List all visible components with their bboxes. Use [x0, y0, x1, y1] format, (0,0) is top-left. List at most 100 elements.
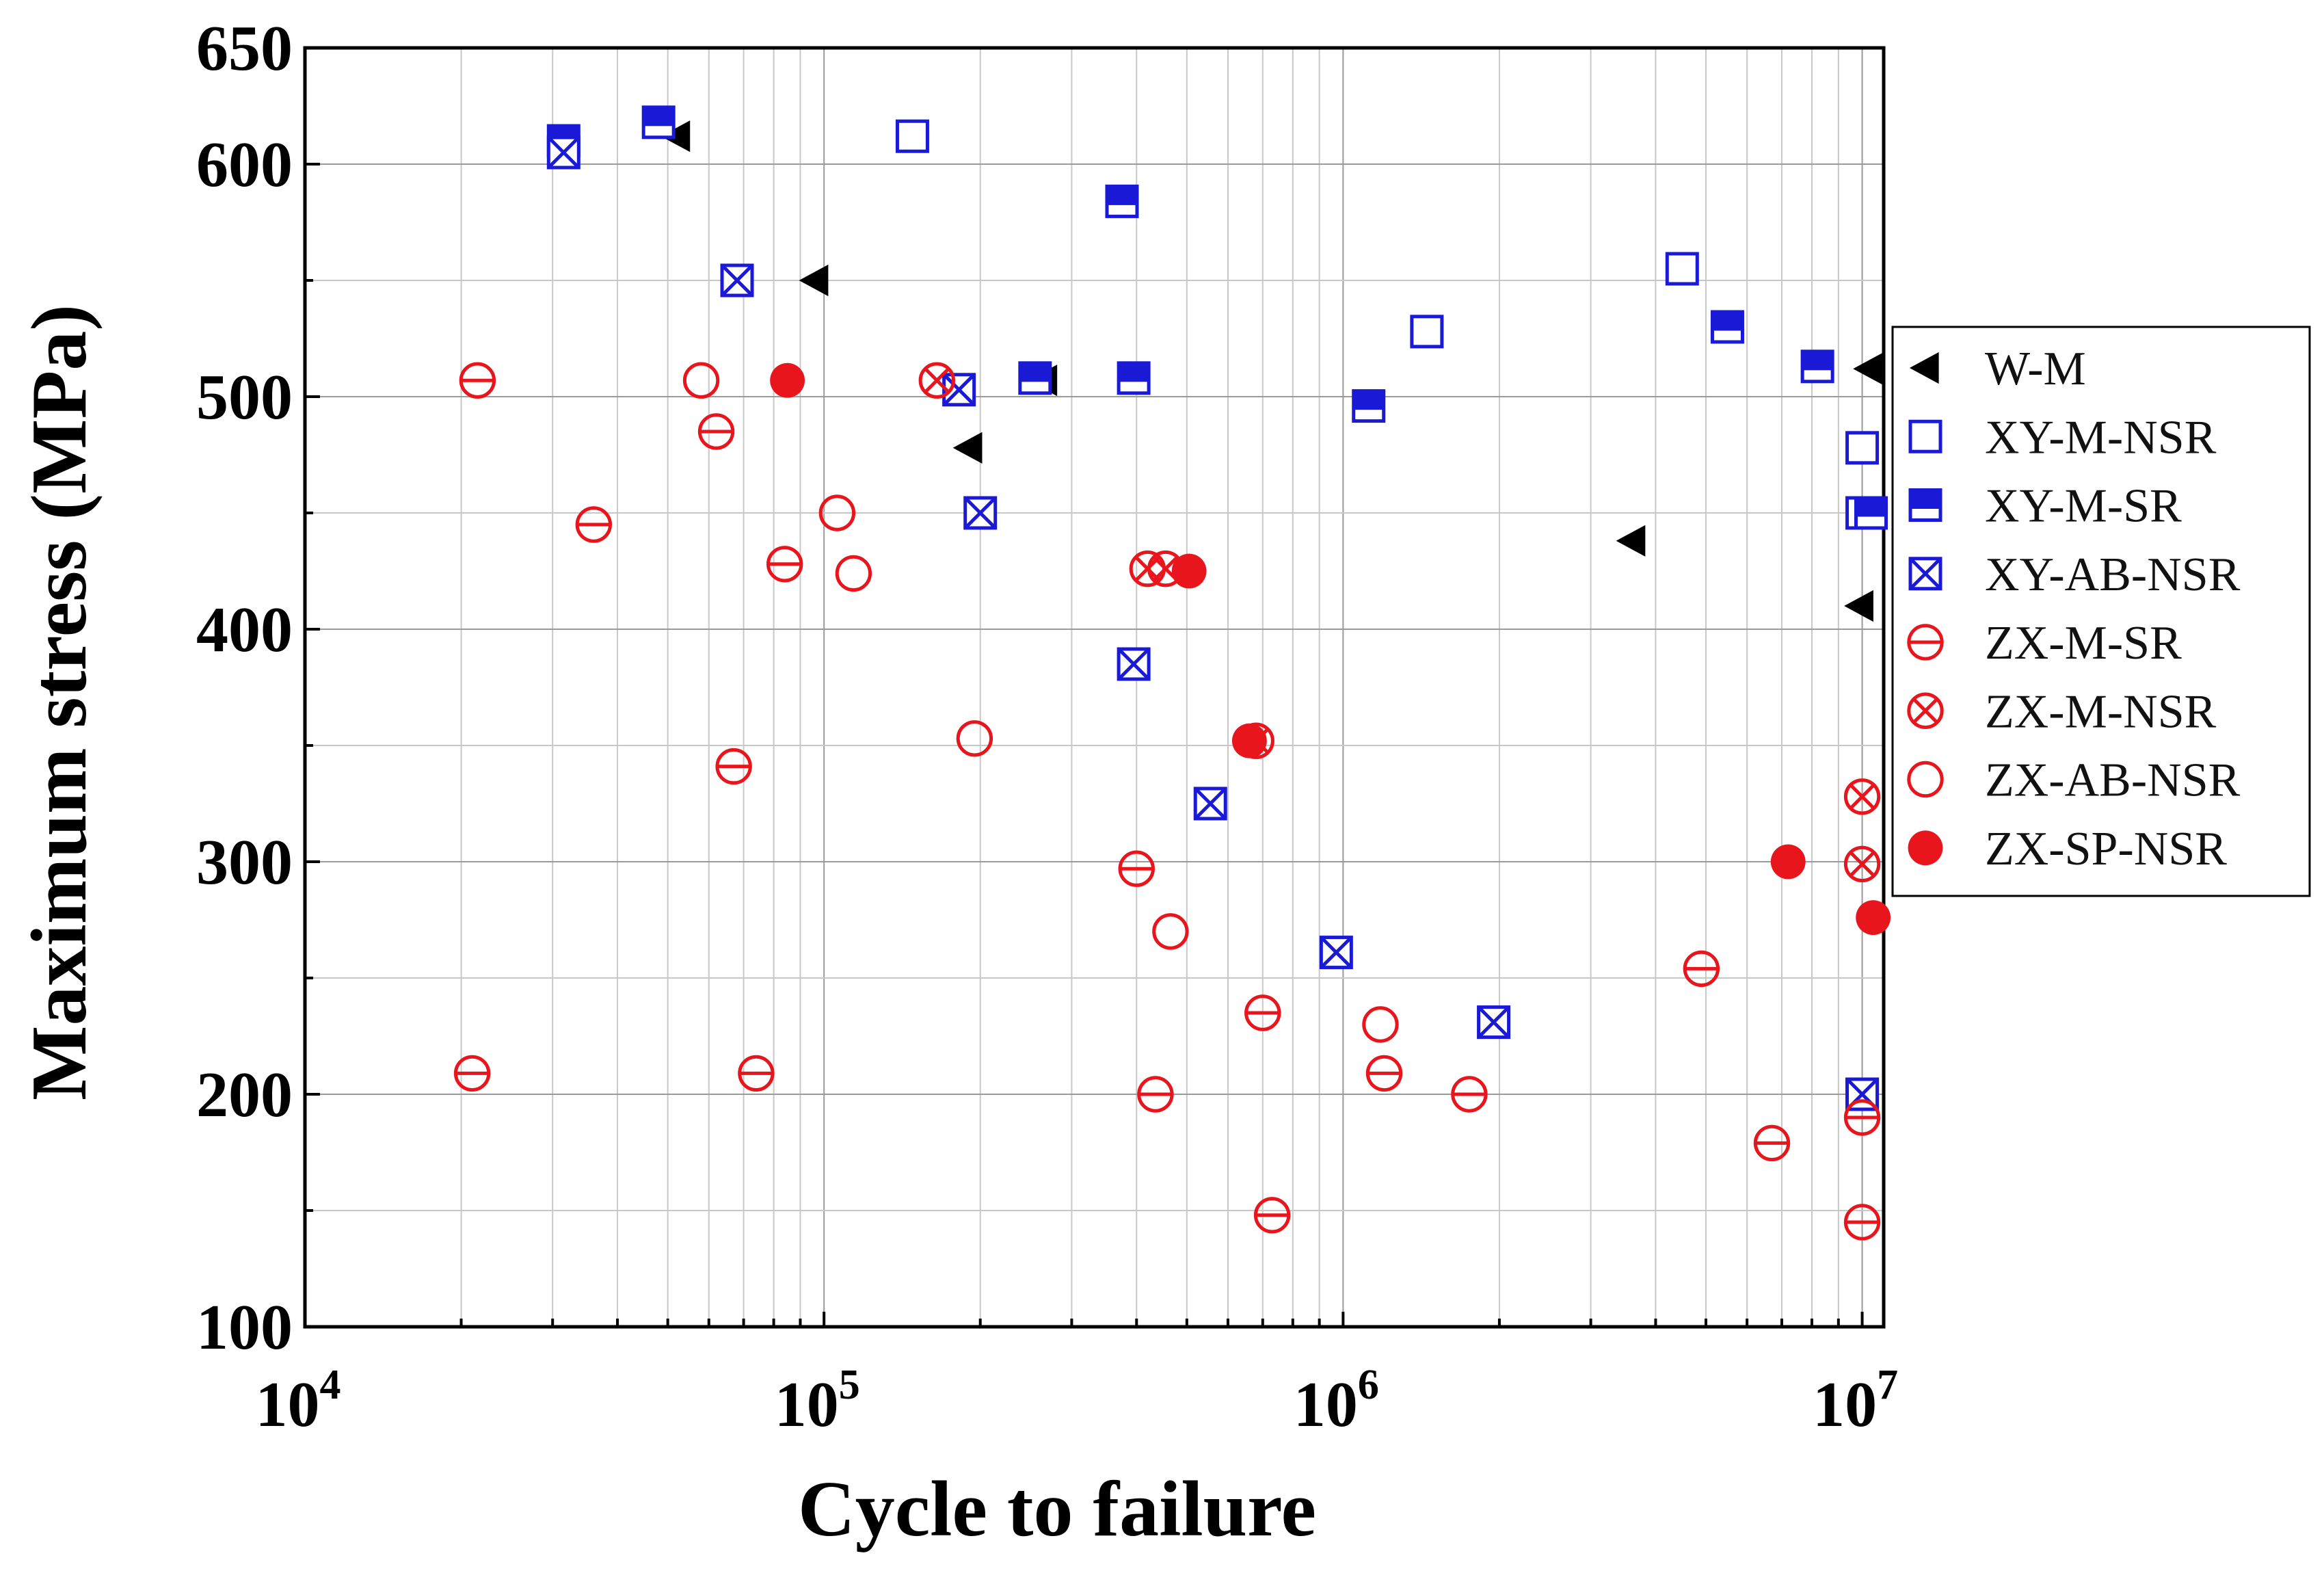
data-point: [766, 546, 803, 583]
data-point: [1844, 590, 1873, 622]
marker-fill: [1119, 362, 1149, 382]
y-tick-label: 650: [196, 13, 293, 84]
data-point: [1477, 1005, 1511, 1040]
x-tick-label-base: 10: [1294, 1369, 1358, 1440]
data-point: [956, 720, 993, 757]
marker-shape: [799, 264, 829, 297]
legend-item: XY-M-NSR: [1908, 411, 2217, 464]
marker-fill: [643, 107, 674, 127]
data-point: [1683, 950, 1720, 988]
data-point: [1117, 361, 1151, 395]
legend-item: XY-AB-NSR: [1908, 548, 2241, 601]
x-tick-label-base: 10: [775, 1369, 839, 1440]
marker-cross: [1849, 851, 1875, 877]
data-point: [952, 432, 983, 464]
data-point: [1231, 723, 1267, 758]
marker-shape: [1152, 913, 1189, 950]
legend-label: ZX-M-NSR: [1985, 685, 2217, 738]
data-point: [1800, 349, 1834, 384]
marker-shape: [1853, 353, 1882, 385]
x-tick-label: 106: [1294, 1362, 1379, 1440]
marker-shape: [1171, 553, 1207, 589]
marker-cross: [721, 264, 753, 297]
data-point: [1105, 184, 1139, 218]
legend-marker: [1908, 830, 1943, 866]
data-point: [575, 506, 613, 543]
marker-shape: [1231, 723, 1267, 758]
series-xy-m-sr: [546, 105, 1888, 530]
data-point: [1253, 1197, 1291, 1234]
marker-shape: [1908, 419, 1942, 453]
data-point: [1193, 786, 1227, 821]
data-point: [1118, 850, 1155, 887]
x-tick-label-exponent: 7: [1877, 1362, 1898, 1408]
data-point: [818, 494, 856, 531]
data-point: [1710, 310, 1744, 344]
marker-cross: [547, 136, 580, 169]
legend-marker: [1909, 352, 1939, 384]
data-point: [1152, 913, 1189, 950]
data-point: [715, 748, 752, 785]
marker-shape: [660, 120, 691, 153]
marker-shape: [1907, 692, 1944, 729]
marker-fill: [1910, 490, 1940, 509]
legend-item: ZX-M-SR: [1907, 617, 2182, 670]
marker-shape: [918, 362, 956, 399]
marker-shape: [1843, 778, 1881, 815]
data-point: [1451, 1076, 1488, 1113]
data-point: [799, 264, 829, 297]
marker-shape: [1770, 844, 1806, 880]
data-point: [1770, 844, 1806, 880]
marker-shape: [1908, 830, 1943, 866]
series-zx-sp-nsr: [770, 362, 1891, 936]
marker-shape: [1362, 1006, 1399, 1043]
data-point: [770, 362, 805, 398]
legend-item: ZX-AB-NSR: [1907, 754, 2241, 807]
marker-cross: [1912, 698, 1939, 724]
data-point: [459, 362, 496, 399]
marker-shape: [1909, 352, 1939, 384]
marker-cross: [1194, 787, 1227, 820]
legend-marker: [1907, 624, 1944, 661]
grid: [304, 48, 1884, 1327]
data-point: [1362, 1006, 1399, 1043]
marker-shape: [895, 119, 929, 153]
marker-cross: [1849, 783, 1875, 810]
marker-fill: [1856, 498, 1886, 517]
data-point: [1843, 1204, 1881, 1241]
data-point: [1854, 496, 1888, 530]
data-point: [453, 1055, 491, 1092]
marker-shape: [1844, 590, 1873, 622]
y-tick-label: 400: [196, 594, 293, 665]
x-tick-label-base: 10: [256, 1369, 320, 1440]
legend-box: [1891, 326, 2311, 897]
data-point: [697, 413, 735, 450]
legend-label: XY-M-NSR: [1985, 411, 2217, 464]
marker-fill: [1353, 391, 1384, 410]
data-point: [1352, 389, 1386, 423]
data-point: [682, 362, 720, 399]
data-point: [1244, 994, 1281, 1031]
series-xy-m-nsr: [895, 119, 1880, 1111]
marker-shape: [682, 362, 720, 399]
legend-item: XY-M-SR: [1908, 480, 2182, 533]
data-point: [835, 555, 872, 592]
series-zx-m-nsr: [918, 362, 1881, 883]
x-tick-label-exponent: 4: [320, 1362, 341, 1408]
x-tick-label: 105: [775, 1362, 860, 1440]
data-point: [963, 496, 998, 530]
legend-item: ZX-M-NSR: [1907, 685, 2217, 738]
series-xy-ab-nsr: [546, 135, 1880, 1111]
data-point: [1856, 900, 1891, 936]
marker-shape: [956, 720, 993, 757]
y-tick-label: 300: [196, 827, 293, 898]
legend-label: XY-M-SR: [1985, 480, 2182, 533]
data-point: [1616, 525, 1646, 557]
data-point: [1753, 1124, 1791, 1162]
data-point: [1845, 431, 1880, 465]
legend-label: W-M: [1985, 343, 2086, 395]
marker-cross: [942, 373, 976, 406]
x-axis-title: Cycle to failure: [798, 1466, 1316, 1553]
marker-shape: [1845, 431, 1880, 465]
